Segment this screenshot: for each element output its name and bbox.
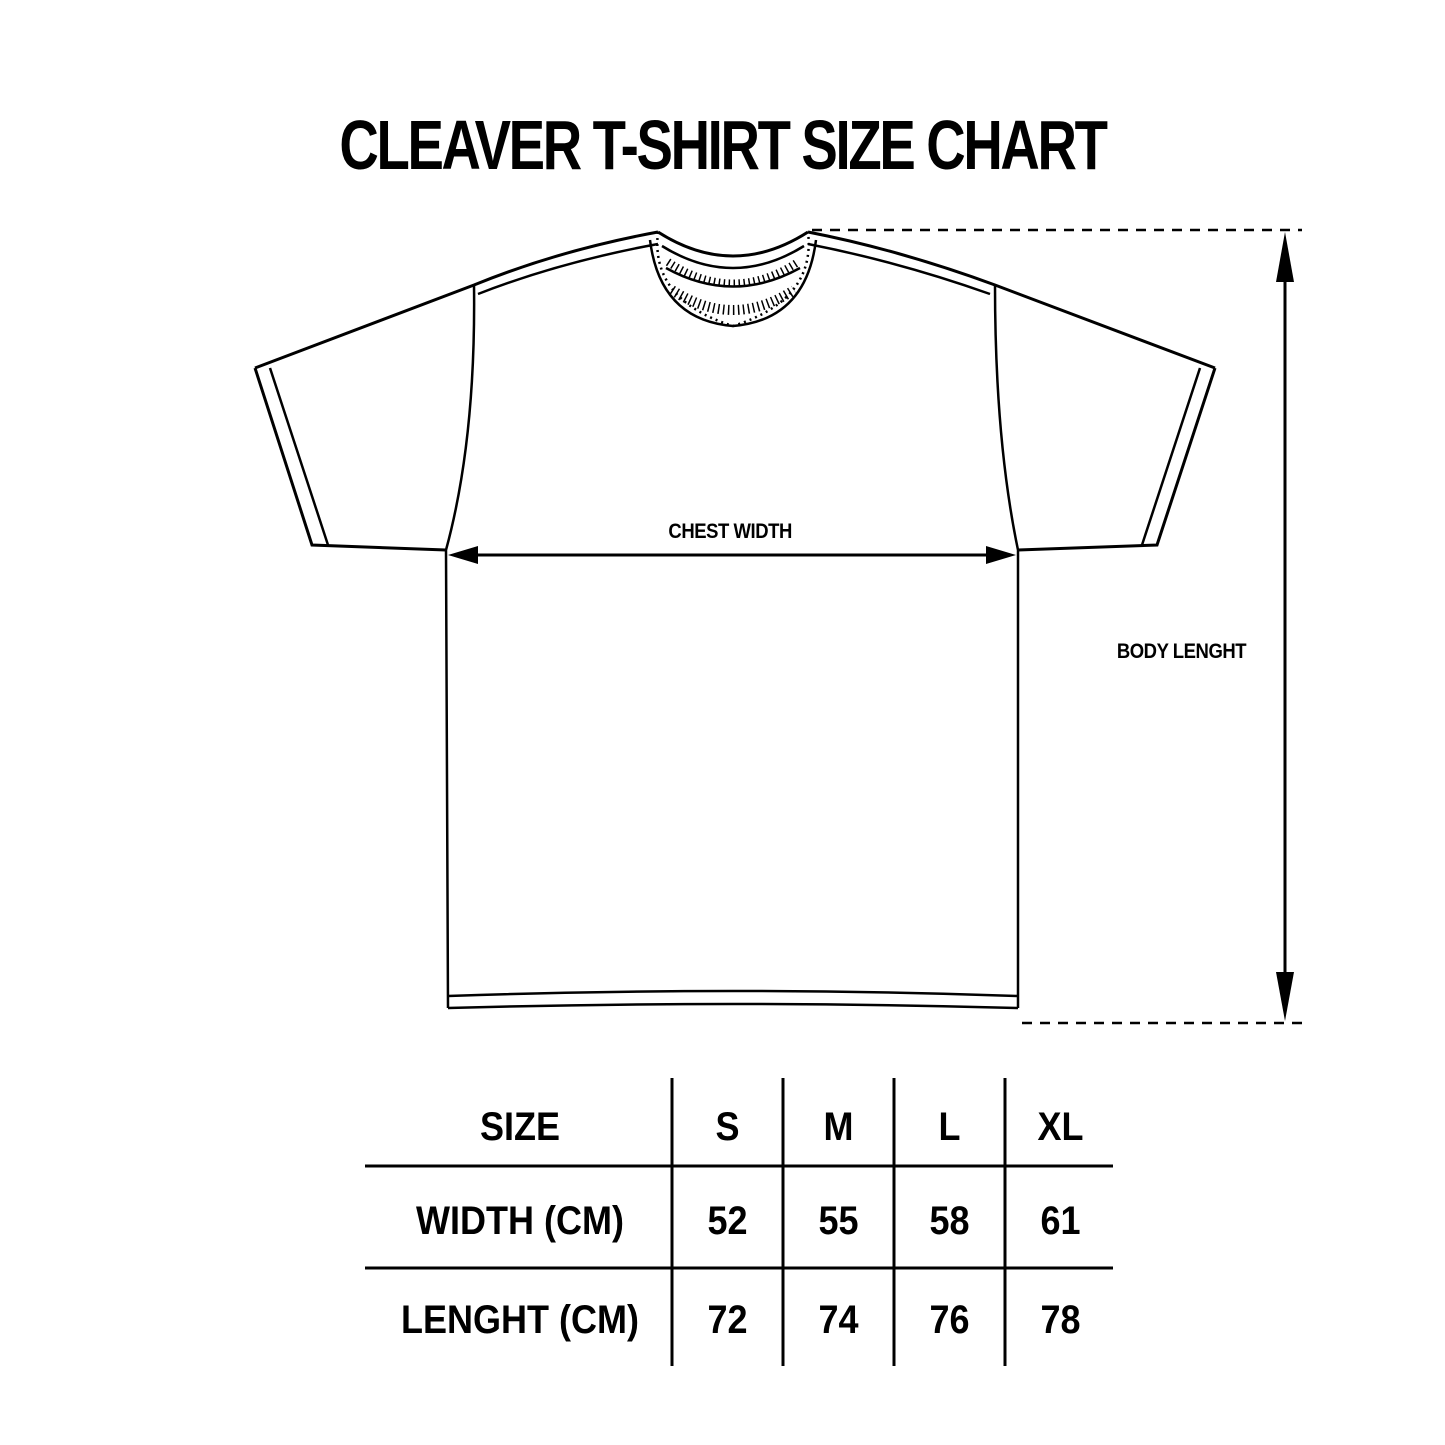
table-cell: 74 [818,1298,859,1342]
chest-width-arrow [448,546,1016,564]
body-length-label: BODY LENGHT [1116,640,1247,663]
header-s: S [715,1105,740,1149]
row-label-length: LENGHT (CM) [401,1298,639,1342]
table-cell: 58 [929,1199,970,1243]
tshirt-outline [253,230,1217,1010]
row-label-width: WIDTH (CM) [416,1199,624,1243]
chest-width-label: CHEST WIDTH [668,520,792,543]
table-cell: 61 [1040,1199,1081,1243]
body-length-measure [812,228,1302,1025]
header-l: L [938,1105,961,1149]
table-cell: 76 [929,1298,970,1342]
page-title: CLEAVER T-SHIRT SIZE CHART [339,106,1108,184]
header-size: SIZE [479,1105,561,1149]
header-xl: XL [1037,1105,1084,1149]
header-m: M [823,1105,854,1149]
table-cell: 78 [1040,1298,1081,1342]
collar [648,230,818,328]
table-cell: 72 [707,1298,748,1342]
size-table-grid [365,1078,1113,1366]
table-cell: 55 [818,1199,859,1243]
table-cell: 52 [707,1199,748,1243]
